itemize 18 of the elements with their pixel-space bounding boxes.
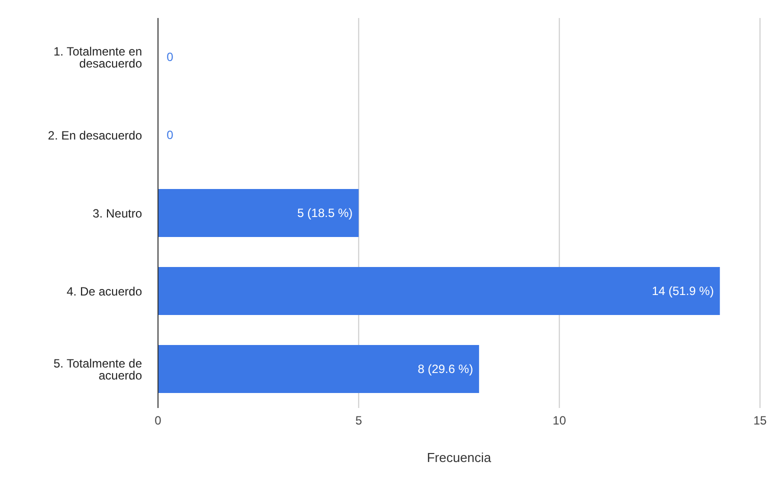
y-tick-label: 2. En desacuerdo <box>48 128 142 142</box>
x-tick-label: 15 <box>753 414 767 428</box>
data-label: 14 (51.9 %) <box>652 284 714 298</box>
data-label: 0 <box>166 50 174 64</box>
x-tick-label: 5 <box>355 414 362 428</box>
x-tick-label: 10 <box>552 414 566 428</box>
bar <box>158 345 480 393</box>
data-label: 5 (18.5 %) <box>297 206 353 220</box>
data-label: 0 <box>166 128 174 142</box>
bar <box>158 267 720 315</box>
y-tick-label: 5. Totalmente de acuerdo <box>53 356 142 382</box>
y-tick-label: 3. Neutro <box>92 206 142 220</box>
data-label: 8 (29.6 %) <box>418 362 474 376</box>
y-tick-label: 4. De acuerdo <box>66 284 142 298</box>
x-axis-title: Frecuencia <box>426 450 492 465</box>
x-tick-label: 0 <box>154 414 162 428</box>
y-tick-label: 1. Totalmente en desacuerdo <box>53 44 142 70</box>
bar <box>158 189 359 237</box>
